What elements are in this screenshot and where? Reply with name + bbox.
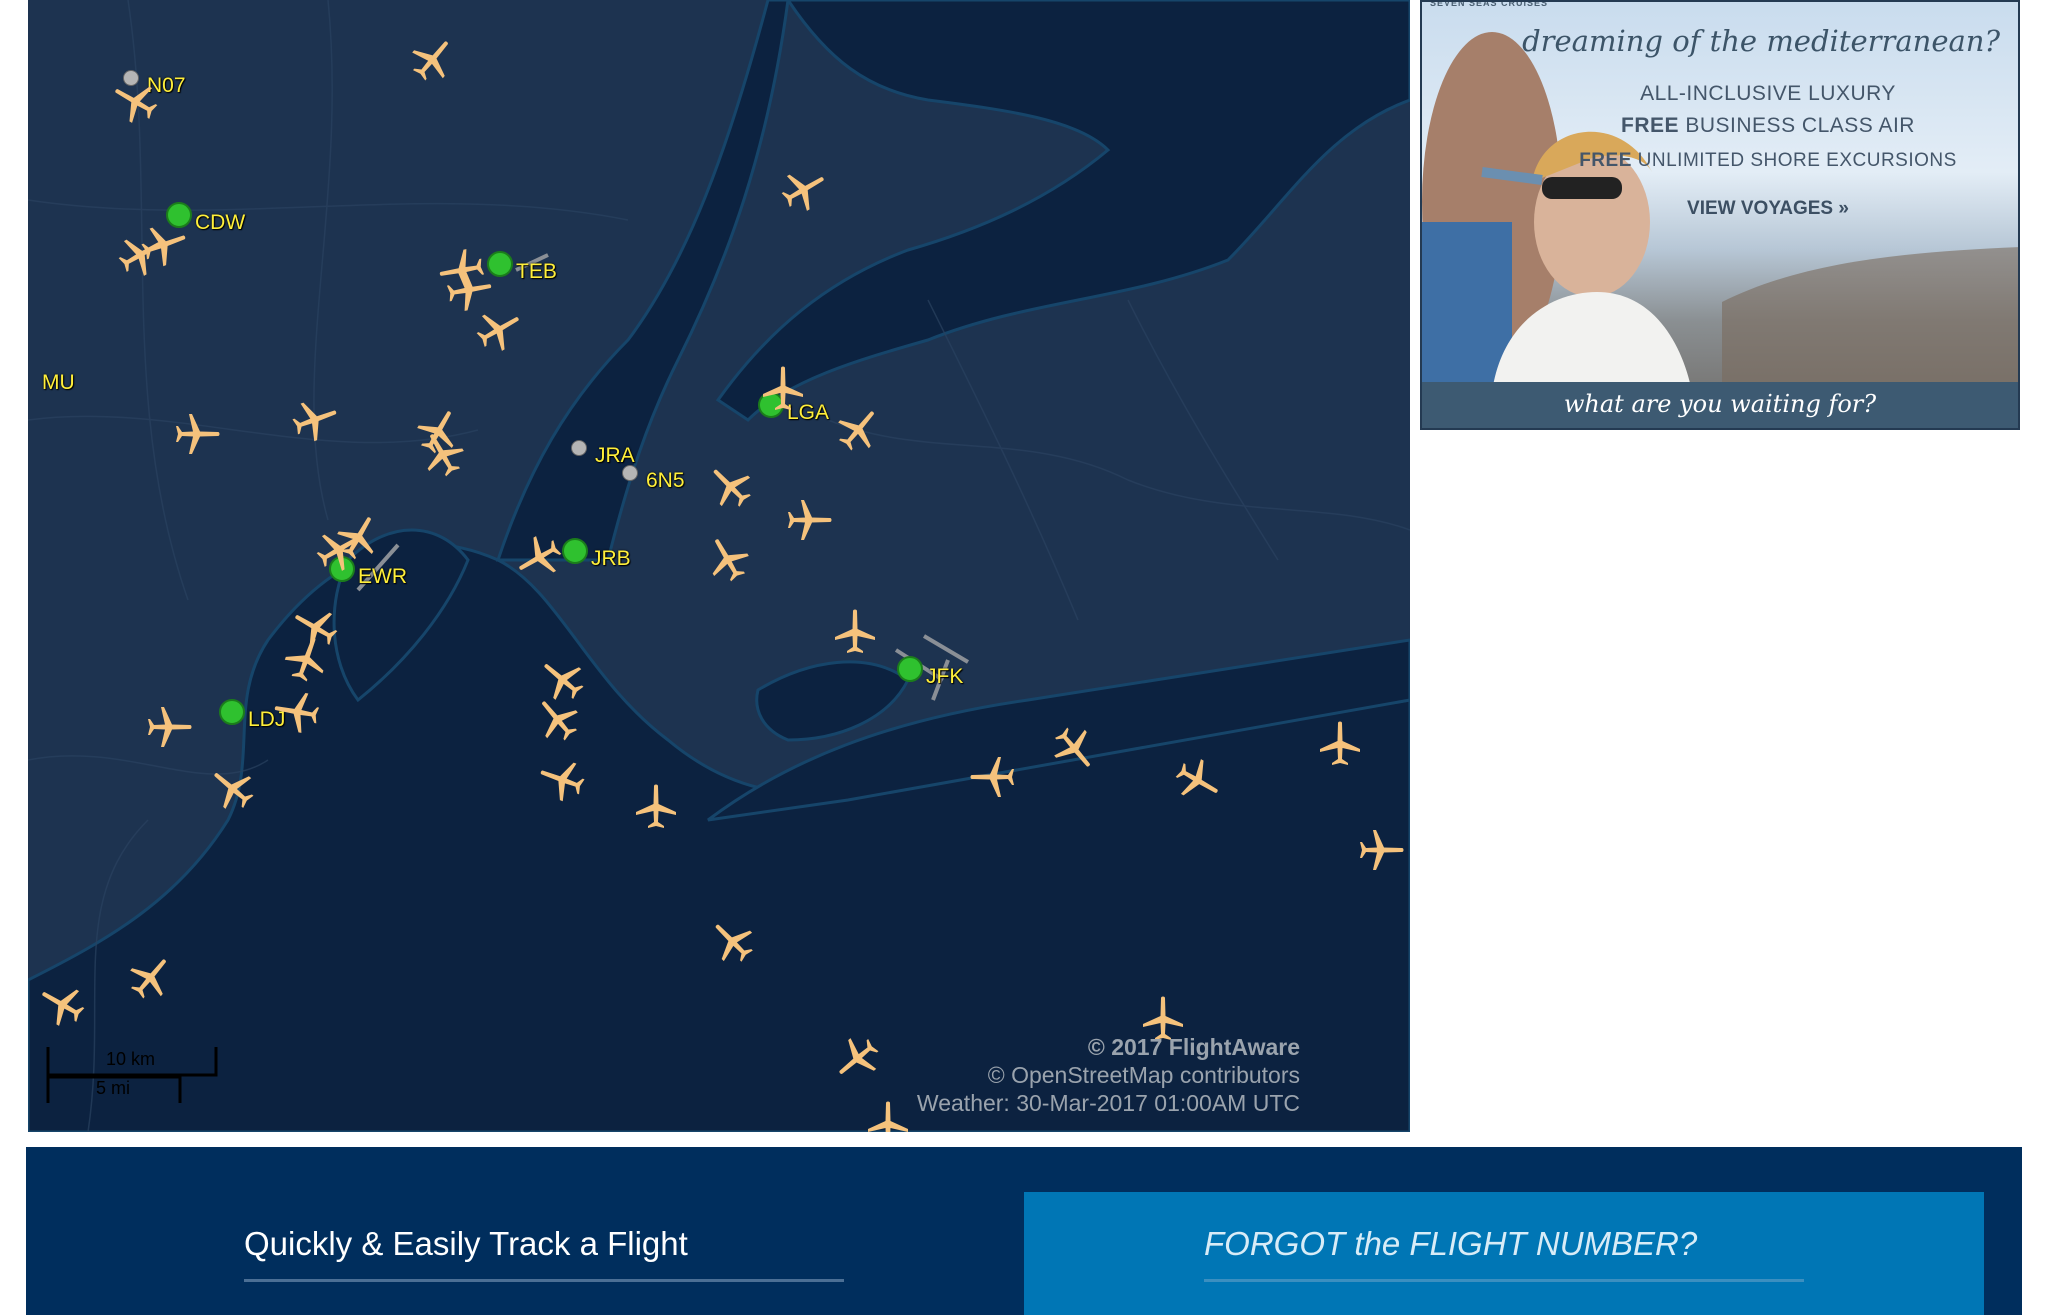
aircraft-icon[interactable] bbox=[833, 1033, 883, 1083]
aircraft-icon[interactable] bbox=[38, 980, 88, 1030]
aircraft-icon[interactable] bbox=[438, 245, 488, 295]
scale-mi: 5 mi bbox=[96, 1078, 131, 1098]
scale-bar-icon bbox=[46, 1047, 218, 1103]
aircraft-icon[interactable] bbox=[443, 265, 493, 315]
divider bbox=[1204, 1279, 1804, 1282]
airport-label[interactable]: JFK bbox=[926, 665, 964, 688]
ad-line-1: ALL-INCLUSIVE LUXURY bbox=[1640, 82, 1896, 105]
airport-marker-cdw[interactable] bbox=[166, 202, 192, 228]
airport-label[interactable]: MU bbox=[42, 371, 75, 394]
airport-label[interactable]: LGA bbox=[787, 401, 830, 424]
aircraft-icon[interactable] bbox=[333, 513, 383, 563]
weather-timestamp: Weather: 30-Mar-2017 01:00AM UTC bbox=[916, 1090, 1300, 1116]
airport-marker-ldj[interactable] bbox=[219, 699, 245, 725]
airport-marker-n07[interactable] bbox=[123, 70, 139, 86]
aircraft-icon[interactable] bbox=[631, 783, 681, 833]
copyright: © 2017 FlightAware bbox=[1087, 1034, 1300, 1060]
airport-marker-jrb[interactable] bbox=[562, 538, 588, 564]
divider bbox=[244, 1279, 844, 1282]
flight-map[interactable]: N07 CDW TEB MU JRA 6N5 LGA JRB EWR JFK LDJ 10 km 5… bbox=[28, 0, 1410, 1132]
osm-attribution[interactable]: © OpenStreetMap contributors bbox=[987, 1062, 1300, 1088]
map-water bbox=[28, 0, 1410, 1132]
aircraft-icon[interactable] bbox=[538, 755, 588, 805]
airport-marker-6n5[interactable] bbox=[622, 465, 638, 481]
aircraft-icon[interactable] bbox=[515, 532, 565, 582]
airport-label[interactable]: JRB bbox=[591, 547, 631, 570]
aircraft-icon[interactable] bbox=[703, 535, 753, 585]
aircraft-icon[interactable] bbox=[1049, 723, 1099, 773]
aircraft-icon[interactable] bbox=[138, 220, 188, 270]
ad-line-3-text: UNLIMITED SHORE EXCURSIONS bbox=[1637, 150, 1957, 171]
aircraft-icon[interactable] bbox=[1315, 720, 1365, 770]
aircraft-icon[interactable] bbox=[281, 635, 331, 685]
aircraft-icon[interactable] bbox=[708, 917, 758, 967]
aircraft-icon[interactable] bbox=[1138, 995, 1188, 1045]
airport-marker-teb[interactable] bbox=[487, 251, 513, 277]
aircraft-icon[interactable] bbox=[125, 953, 175, 1003]
ad-line-2-bold: FREE bbox=[1621, 114, 1680, 137]
airport-label[interactable]: EWR bbox=[358, 565, 407, 588]
view-voyages-link[interactable]: VIEW VOYAGES » bbox=[1687, 198, 1849, 219]
airport-label[interactable]: TEB bbox=[516, 260, 557, 283]
aircraft-icon[interactable] bbox=[418, 430, 468, 480]
airport-label[interactable]: LDJ bbox=[248, 708, 286, 731]
track-flight-section: Quickly & Easily Track a Flight FORGOT t… bbox=[26, 1147, 2022, 1315]
ad-line-2: FREE BUSINESS CLASS AIR bbox=[1558, 114, 1978, 138]
ad-headline: dreaming of the mediterranean? bbox=[1522, 24, 2000, 58]
airport-marker-jfk[interactable] bbox=[897, 656, 923, 682]
ad-photo bbox=[1422, 32, 2018, 392]
aircraft-icon[interactable] bbox=[863, 1100, 913, 1132]
advertisement[interactable]: SEVEN SEAS CRUISES dreaming of the medit… bbox=[1420, 0, 2020, 430]
aircraft-icon[interactable] bbox=[538, 655, 588, 705]
ad-brand: SEVEN SEAS CRUISES bbox=[1430, 0, 1549, 8]
aircraft-icon[interactable] bbox=[313, 525, 363, 575]
aircraft-icon[interactable] bbox=[830, 608, 880, 658]
scale-km: 10 km bbox=[106, 1049, 156, 1069]
aircraft-icon[interactable] bbox=[533, 695, 583, 745]
aircraft-icon[interactable] bbox=[833, 405, 883, 455]
aircraft-icon[interactable] bbox=[208, 764, 258, 814]
aircraft-icon[interactable] bbox=[273, 687, 323, 737]
airport-marker-jra[interactable] bbox=[571, 440, 587, 456]
airport-label[interactable]: CDW bbox=[195, 211, 246, 234]
airport-label[interactable]: 6N5 bbox=[646, 469, 685, 492]
aircraft-icon[interactable] bbox=[289, 395, 339, 445]
aircraft-icon[interactable] bbox=[778, 165, 828, 215]
aircraft-icon[interactable] bbox=[1355, 825, 1405, 875]
aircraft-icon[interactable] bbox=[969, 752, 1019, 802]
ad-line-3: FREE UNLIMITED SHORE EXCURSIONS bbox=[1548, 150, 1988, 172]
ad-line-2-text: BUSINESS CLASS AIR bbox=[1685, 114, 1915, 137]
aircraft-icon[interactable] bbox=[1172, 755, 1222, 805]
aircraft-icon[interactable] bbox=[171, 409, 221, 459]
airport-label[interactable]: N07 bbox=[147, 74, 186, 97]
forgot-flight-number-panel[interactable]: FORGOT the FLIGHT NUMBER? bbox=[1024, 1192, 1984, 1315]
ad-line-3-bold: FREE bbox=[1579, 150, 1632, 171]
track-flight-title: Quickly & Easily Track a Flight bbox=[244, 1225, 688, 1262]
airport-label[interactable]: JRA bbox=[595, 444, 635, 467]
ad-footer: what are you waiting for? bbox=[1422, 382, 2018, 428]
aircraft-icon[interactable] bbox=[706, 462, 756, 512]
map-scale: 10 km 5 mi bbox=[46, 1045, 226, 1105]
aircraft-icon[interactable] bbox=[783, 495, 833, 545]
aircraft-icon[interactable] bbox=[291, 603, 341, 653]
aircraft-icon[interactable] bbox=[758, 365, 808, 415]
aircraft-icon[interactable] bbox=[111, 77, 161, 127]
aircraft-icon[interactable] bbox=[413, 407, 463, 457]
aircraft-icon[interactable] bbox=[407, 35, 457, 85]
aircraft-icon[interactable] bbox=[473, 305, 523, 355]
forgot-flight-title: FORGOT the FLIGHT NUMBER? bbox=[1204, 1225, 1698, 1262]
aircraft-icon[interactable] bbox=[143, 702, 193, 752]
